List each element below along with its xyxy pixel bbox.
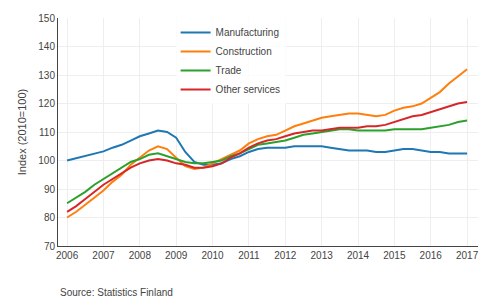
svg-text:2015: 2015: [383, 250, 406, 261]
svg-text:120: 120: [38, 98, 55, 109]
svg-text:2013: 2013: [311, 250, 334, 261]
svg-text:2014: 2014: [347, 250, 370, 261]
svg-text:Trade: Trade: [216, 65, 242, 76]
svg-text:Source: Statistics Finland: Source: Statistics Finland: [60, 287, 173, 298]
svg-text:80: 80: [44, 212, 56, 223]
svg-text:2010: 2010: [201, 250, 224, 261]
svg-text:70: 70: [44, 241, 56, 252]
svg-text:100: 100: [38, 155, 55, 166]
svg-text:2012: 2012: [274, 250, 297, 261]
svg-text:2009: 2009: [165, 250, 188, 261]
svg-text:Manufacturing: Manufacturing: [216, 27, 279, 38]
svg-text:2017: 2017: [456, 250, 479, 261]
svg-text:150: 150: [38, 13, 55, 24]
svg-text:2011: 2011: [238, 250, 260, 261]
svg-text:90: 90: [44, 184, 56, 195]
svg-text:2006: 2006: [56, 250, 79, 261]
svg-text:130: 130: [38, 70, 55, 81]
svg-text:2016: 2016: [420, 250, 443, 261]
svg-text:Index (2010=100): Index (2010=100): [16, 89, 28, 176]
svg-text:140: 140: [38, 41, 55, 52]
svg-text:Construction: Construction: [216, 46, 272, 57]
svg-text:2008: 2008: [129, 250, 152, 261]
svg-text:110: 110: [39, 127, 55, 138]
svg-text:2007: 2007: [92, 250, 115, 261]
svg-text:Other services: Other services: [216, 84, 280, 95]
